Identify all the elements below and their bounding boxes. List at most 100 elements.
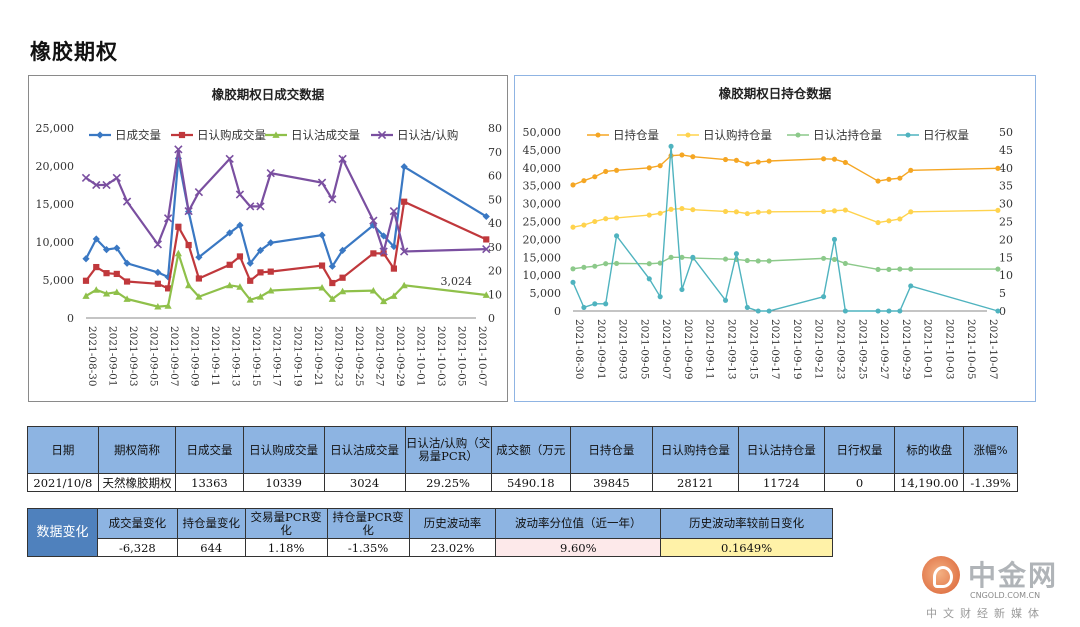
y-right-tick-label: 10	[488, 288, 502, 301]
data-point	[390, 292, 398, 299]
x-tick-label: 2021-09-17	[271, 326, 283, 387]
data-point-stroke	[266, 168, 275, 178]
data-point	[226, 229, 234, 237]
data-point-stroke	[377, 130, 387, 140]
data-point	[908, 266, 914, 272]
data-point	[744, 257, 750, 264]
change-table-header-cell: 交易量PCR变化	[244, 508, 328, 539]
data-point	[390, 242, 398, 251]
data-point	[185, 241, 192, 249]
data-point-stroke	[482, 244, 491, 254]
y-right-tick-label: 0	[999, 305, 1006, 318]
data-point	[657, 260, 663, 266]
data-point	[657, 163, 663, 169]
data-point	[755, 308, 761, 314]
data-point	[483, 236, 490, 243]
y-left-tick-label: 5,000	[43, 274, 75, 287]
data-point	[690, 254, 696, 260]
data-point	[318, 284, 326, 291]
legend-label: 日行权量	[923, 128, 969, 142]
series-line-4	[85, 149, 487, 256]
daily-table-cell: 39845	[569, 473, 653, 492]
change-table-cell: 0.1649%	[660, 538, 833, 557]
data-point	[339, 274, 346, 281]
x-tick-label: 2021-10-03	[435, 326, 447, 387]
data-point	[272, 131, 280, 138]
x-tick-label: 2021-09-27	[878, 319, 890, 380]
x-tick-label: 2021-09-07	[168, 326, 180, 387]
daily-table-cell: 29.25%	[404, 473, 492, 492]
y-right-tick-label: 40	[488, 217, 502, 230]
data-point-stroke	[92, 180, 101, 190]
logo-url: CNGOLD.COM.CN	[970, 591, 1041, 600]
x-tick-label: 2021-09-23	[834, 319, 846, 380]
y-right-tick-label: 5	[999, 287, 1006, 300]
chart-title: 橡胶期权日成交数据	[212, 87, 325, 102]
data-point	[318, 231, 326, 239]
data-point	[338, 287, 347, 295]
data-change-table: 数据变化 成交量变化 持仓量变化 交易量PCR变化 持仓量PCR变化 历史波动率 波动率分…	[27, 508, 833, 557]
open-interest-chart-svg: 橡胶期权日持仓数据 0 5,000 10,000 15,000 20,000 25,000 3…	[523, 86, 1014, 380]
x-tick-label: 2021-10-05	[965, 319, 977, 380]
data-point	[123, 295, 131, 302]
data-point	[722, 297, 729, 303]
data-point	[821, 156, 827, 162]
data-point	[614, 215, 620, 221]
logo-name: 中金网	[968, 559, 1059, 592]
data-point	[679, 254, 685, 260]
data-point	[246, 202, 255, 211]
data-point	[236, 253, 244, 260]
data-point	[908, 283, 914, 289]
data-point	[570, 182, 576, 188]
data-point	[897, 175, 903, 181]
daily-table-header-cell: 日认沽成交量	[323, 426, 406, 474]
data-point	[875, 266, 881, 273]
y-right-tick-label: 50	[999, 126, 1013, 139]
y-left-tick-label: 15,000	[36, 198, 75, 211]
trading-volume-chart: 橡胶期权日成交数据 0 5,000 10,000 15,000 20,000 25,000 0…	[28, 75, 508, 402]
x-tick-label: 2021-10-07	[987, 319, 999, 380]
data-point-stroke	[163, 214, 173, 223]
data-point	[603, 168, 609, 174]
daily-table-data-row: 2021/10/8 天然橡胶期权 13363 10339 3024 29.25% 5490.…	[27, 473, 1018, 492]
data-point	[379, 247, 388, 256]
data-point-stroke	[399, 247, 409, 256]
x-tick-label: 2021-10-01	[922, 319, 934, 380]
y-right-tick-label: 25	[999, 216, 1013, 229]
data-point	[266, 168, 275, 178]
daily-table-header-cell: 日成交量	[175, 426, 244, 474]
x-tick-label: 2021-09-21	[813, 319, 825, 380]
cngold-logo-icon	[922, 556, 960, 594]
daily-table-header-cell: 日持仓量	[569, 426, 653, 474]
data-point	[733, 251, 739, 257]
y-left-tick-label: 10,000	[523, 269, 562, 282]
data-point-stroke	[389, 206, 399, 216]
change-table-header-cell: 成交量变化	[96, 508, 178, 539]
data-point	[646, 165, 652, 171]
data-point	[163, 214, 173, 223]
data-point	[81, 173, 91, 183]
data-point	[646, 212, 652, 218]
y-right-tick-label: 0	[488, 312, 495, 325]
daily-data-table: 日期 期权简称 日成交量 日认购成交量 日认沽成交量 日认沽/认购（交易量PCR） 成交额（…	[27, 426, 1018, 492]
data-point	[908, 209, 914, 215]
data-point	[646, 261, 652, 267]
data-point	[267, 268, 274, 275]
data-point	[592, 301, 598, 307]
daily-table-cell: 10339	[242, 473, 325, 492]
data-point	[380, 297, 388, 305]
data-point-stroke	[122, 197, 132, 206]
data-point	[886, 266, 892, 273]
legend-label: 日认沽成交量	[291, 128, 360, 142]
x-tick-label: 2021-10-01	[414, 326, 426, 387]
data-point	[256, 202, 265, 211]
y-right-tick-label: 20	[999, 233, 1013, 246]
data-point	[92, 286, 100, 293]
daily-table-cell: 0	[823, 473, 896, 492]
data-point	[831, 208, 838, 214]
data-point	[256, 246, 265, 254]
data-point	[668, 143, 674, 149]
data-point	[103, 270, 110, 277]
daily-table-header-cell: 标的收盘	[894, 426, 965, 474]
data-point	[257, 269, 264, 276]
